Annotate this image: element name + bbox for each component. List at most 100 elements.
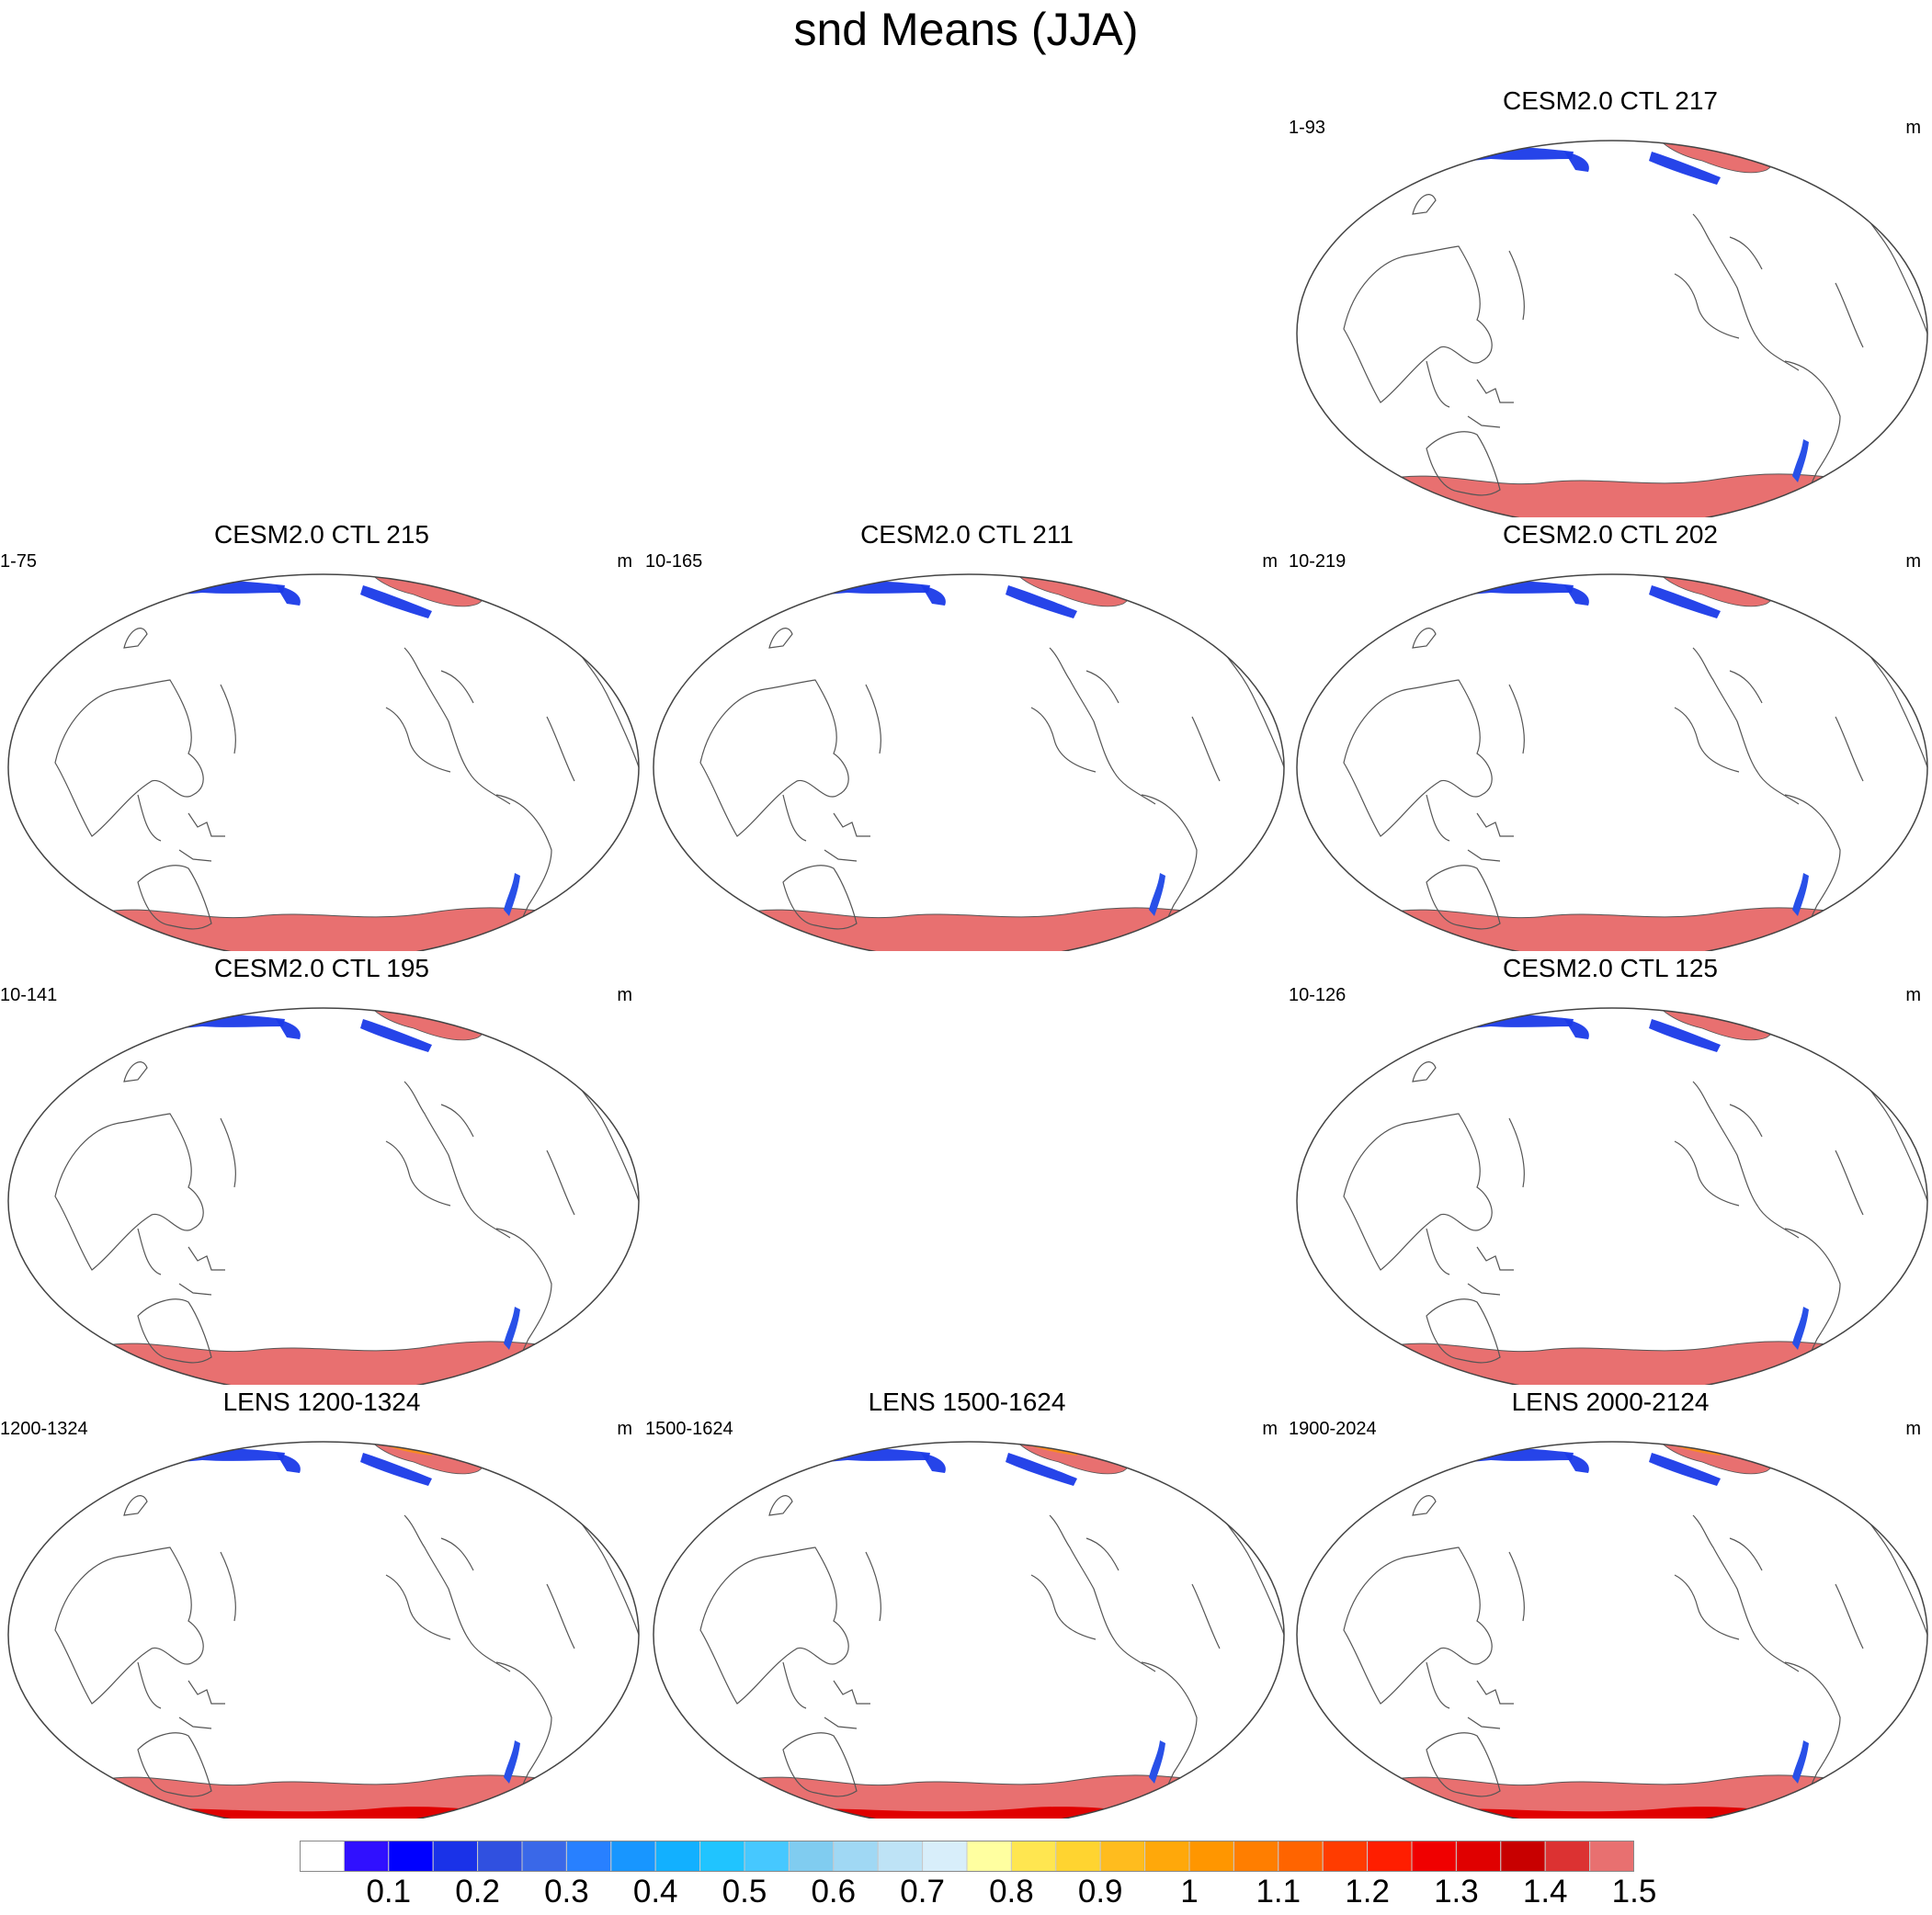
figure-title: snd Means (JJA) — [793, 4, 1139, 55]
map-boundary — [1296, 140, 1928, 517]
colorbar-tick-label: 1.2 — [1345, 1874, 1390, 1909]
panel-unit: m — [617, 1419, 632, 1439]
colorbar-swatch — [388, 1841, 434, 1872]
panel-title: CESM2.0 CTL 211 — [860, 520, 1074, 549]
antarctica-snow — [73, 907, 571, 951]
panel-unit: m — [1905, 985, 1921, 1005]
map-panel: CESM2.0 CTL 125 10-126 m — [1289, 953, 1932, 1385]
world-map — [7, 573, 640, 951]
colorbar-swatch — [1188, 1841, 1234, 1872]
world-map — [7, 1441, 640, 1819]
panel-year-range: 10-126 — [1289, 985, 1347, 1005]
colorbar-tick-label: 1.5 — [1611, 1874, 1657, 1909]
colorbar-swatch — [654, 1841, 701, 1872]
colorbar-swatch — [521, 1841, 567, 1872]
colorbar — [300, 1841, 1634, 1872]
world-map — [1296, 1441, 1928, 1819]
colorbar-swatch — [966, 1841, 1012, 1872]
colorbar-tick-label: 0.3 — [544, 1874, 589, 1909]
colorbar-tick-label: 1.1 — [1256, 1874, 1301, 1909]
panel-unit: m — [1262, 551, 1278, 572]
antarctica-snow — [1361, 907, 1859, 951]
map-boundary — [1296, 1441, 1928, 1819]
panel-year-range: 1-93 — [1289, 118, 1326, 138]
map-boundary — [653, 1441, 1285, 1819]
colorbar-swatch — [1010, 1841, 1057, 1872]
colorbar-swatch — [477, 1841, 523, 1872]
colorbar-swatch — [1099, 1841, 1146, 1872]
colorbar-swatch — [1233, 1841, 1279, 1872]
panel-unit: m — [1905, 118, 1921, 138]
colorbar-tick-label: 0.4 — [632, 1874, 678, 1909]
colorbar-tick-label: 1.4 — [1522, 1874, 1568, 1909]
world-map — [1296, 140, 1928, 517]
world-map — [653, 1441, 1285, 1819]
colorbar-swatch — [1500, 1841, 1546, 1872]
colorbar-tick-label: 1 — [1180, 1874, 1199, 1909]
colorbar-swatch — [1278, 1841, 1324, 1872]
panel-title: LENS 1500-1624 — [868, 1388, 1066, 1416]
panel-unit: m — [617, 551, 632, 572]
colorbar-swatch — [1144, 1841, 1190, 1872]
colorbar-swatch — [1055, 1841, 1101, 1872]
panel-title: CESM2.0 CTL 202 — [1503, 520, 1718, 549]
panel-year-range: 1200-1324 — [0, 1419, 88, 1439]
colorbar-tick-label: 1.3 — [1434, 1874, 1479, 1909]
panel-unit: m — [1905, 1419, 1921, 1439]
map-panel: CESM2.0 CTL 202 10-219 m — [1289, 519, 1932, 951]
colorbar-swatch — [1589, 1841, 1634, 1872]
panel-unit: m — [1905, 551, 1921, 572]
antarctica-snow — [1361, 1774, 1859, 1819]
map-panel: CESM2.0 CTL 215 1-75 m — [0, 519, 643, 951]
colorbar-swatch — [343, 1841, 390, 1872]
colorbar-swatch — [922, 1841, 968, 1872]
map-boundary — [7, 573, 640, 951]
antarctica-snow — [1361, 473, 1859, 517]
map-boundary — [1296, 573, 1928, 951]
map-panel: LENS 1200-1324 1200-1324 m — [0, 1387, 643, 1819]
colorbar-tick-label: 0.9 — [1077, 1874, 1123, 1909]
panel-unit: m — [617, 985, 632, 1005]
map-panel: CESM2.0 CTL 217 1-93 m — [1289, 85, 1932, 517]
panel-year-range: 10-141 — [0, 985, 58, 1005]
colorbar-swatch — [1544, 1841, 1591, 1872]
colorbar-tick-label: 0.7 — [900, 1874, 945, 1909]
colorbar-swatch — [1322, 1841, 1369, 1872]
colorbar-tick-label: 0.8 — [989, 1874, 1034, 1909]
map-boundary — [653, 573, 1285, 951]
antarctica-snow — [73, 1774, 571, 1819]
map-panel: CESM2.0 CTL 195 10-141 m — [0, 953, 643, 1385]
map-boundary — [7, 1007, 640, 1385]
colorbar-swatch — [610, 1841, 656, 1872]
colorbar-swatch — [788, 1841, 835, 1872]
panel-year-range: 10-165 — [645, 551, 703, 572]
panel-title: CESM2.0 CTL 125 — [1503, 954, 1718, 982]
colorbar-tick-label: 0.2 — [455, 1874, 500, 1909]
colorbar-tick-label: 0.1 — [366, 1874, 412, 1909]
colorbar-swatch — [1411, 1841, 1457, 1872]
world-map — [653, 573, 1285, 951]
colorbar-swatch — [877, 1841, 924, 1872]
colorbar-swatch — [432, 1841, 479, 1872]
panel-title: LENS 1200-1324 — [222, 1388, 421, 1416]
map-panel: LENS 2000-2124 1900-2024 m — [1289, 1387, 1932, 1819]
colorbar-swatch — [833, 1841, 879, 1872]
panel-title: CESM2.0 CTL 215 — [214, 520, 429, 549]
colorbar-swatch — [565, 1841, 612, 1872]
map-boundary — [1296, 1007, 1928, 1385]
colorbar-tick-label: 0.6 — [811, 1874, 857, 1909]
world-map — [1296, 573, 1928, 951]
antarctica-snow — [718, 907, 1216, 951]
panel-title: CESM2.0 CTL 195 — [214, 954, 429, 982]
colorbar-swatch — [300, 1841, 345, 1872]
colorbar-swatch — [1367, 1841, 1413, 1872]
antarctica-snow — [718, 1774, 1216, 1819]
antarctica-snow — [1361, 1341, 1859, 1385]
colorbar-swatch — [744, 1841, 790, 1872]
colorbar-swatch — [699, 1841, 745, 1872]
map-panel: CESM2.0 CTL 211 10-165 m — [645, 519, 1289, 951]
antarctica-snow — [73, 1341, 571, 1385]
panel-year-range: 1500-1624 — [645, 1419, 733, 1439]
colorbar-labels: 0.1 0.2 0.3 0.4 0.5 0.6 0.7 0.8 0.9 1 1.1 1.2 1.3 1.4… — [0, 1873, 1932, 1915]
colorbar-swatch — [1455, 1841, 1502, 1872]
